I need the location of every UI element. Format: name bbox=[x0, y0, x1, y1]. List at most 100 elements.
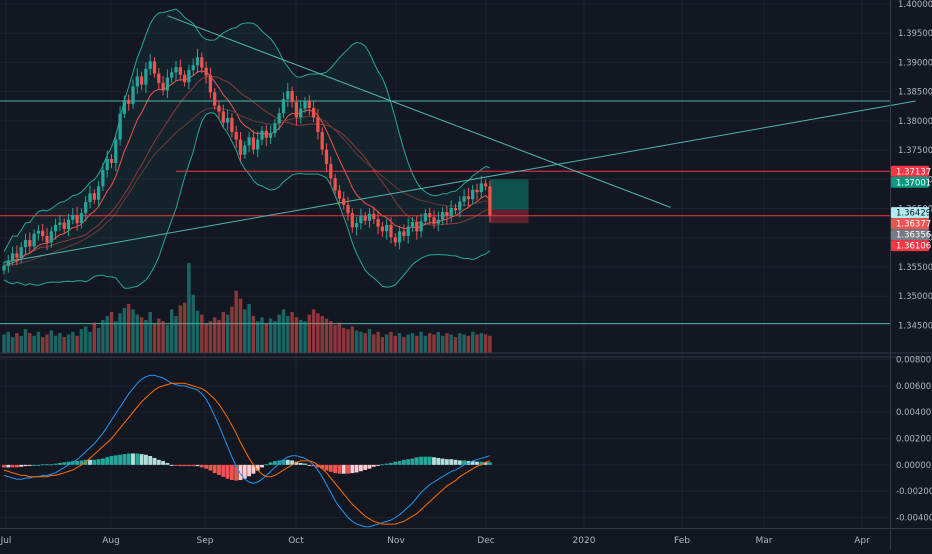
candle-body bbox=[303, 101, 307, 109]
candle-body bbox=[410, 221, 415, 227]
volume-bar bbox=[174, 315, 178, 353]
macd-histogram-bar bbox=[199, 464, 204, 468]
macd-histogram-bar bbox=[449, 459, 454, 465]
candle-body bbox=[462, 196, 466, 202]
volume-bar bbox=[402, 337, 406, 353]
volume-bar bbox=[436, 331, 441, 353]
macd-histogram-bar bbox=[62, 462, 67, 465]
volume-bar bbox=[161, 321, 165, 353]
macd-histogram-bar bbox=[285, 459, 290, 465]
volume-bar bbox=[440, 335, 445, 353]
volume-bar bbox=[410, 333, 415, 353]
volume-bar bbox=[23, 329, 28, 353]
volume-bar bbox=[6, 331, 11, 353]
candle-body bbox=[432, 217, 436, 224]
candle-body bbox=[423, 213, 428, 222]
candle-body bbox=[84, 202, 88, 214]
x-axis-label: Feb bbox=[674, 536, 690, 546]
candle-body bbox=[157, 73, 161, 83]
trendline bbox=[3, 100, 916, 263]
volume-bar bbox=[49, 330, 54, 353]
candle-body bbox=[389, 224, 393, 238]
price-tag bbox=[891, 165, 929, 177]
macd-histogram-bar bbox=[19, 464, 24, 467]
volume-bar bbox=[281, 309, 286, 353]
candle-body bbox=[342, 198, 346, 206]
macd-histogram-bar bbox=[487, 462, 492, 465]
volume-bar bbox=[423, 335, 428, 353]
candle-body bbox=[458, 201, 462, 211]
candle-body bbox=[114, 139, 118, 163]
candle-body bbox=[10, 253, 15, 261]
macd-histogram-bar bbox=[234, 464, 239, 481]
candle-body bbox=[152, 61, 157, 74]
price-tick-label: 1.34500 bbox=[898, 321, 932, 331]
volume-bar bbox=[389, 331, 393, 353]
volume-bar bbox=[212, 317, 217, 353]
volume-bar bbox=[10, 337, 15, 353]
volume-bar bbox=[316, 313, 320, 353]
macd-histogram-bar bbox=[2, 464, 6, 468]
candle-body bbox=[449, 207, 453, 217]
macd-histogram-bar bbox=[290, 460, 295, 465]
macd-histogram-bar bbox=[255, 464, 260, 471]
macd-histogram-bar bbox=[298, 462, 303, 465]
macd-histogram-bar bbox=[367, 464, 372, 469]
volume-bar bbox=[298, 319, 303, 353]
volume-bar bbox=[58, 333, 62, 353]
volume-bar bbox=[40, 337, 45, 353]
volume-bar bbox=[178, 305, 183, 353]
candle-body bbox=[234, 131, 238, 140]
candle-body bbox=[333, 178, 337, 191]
volume-bar bbox=[135, 314, 140, 353]
macd-histogram-bar bbox=[221, 464, 226, 477]
macd-histogram-bar bbox=[66, 461, 71, 465]
macd-histogram-bar bbox=[436, 457, 441, 465]
candle-body bbox=[170, 72, 174, 78]
candle-body bbox=[182, 74, 187, 83]
macd-histogram-bar bbox=[346, 464, 350, 474]
x-axis-label: Sep bbox=[197, 536, 214, 546]
macd-histogram-bar bbox=[14, 464, 19, 468]
bollinger-basis-line bbox=[3, 75, 491, 267]
candle-body bbox=[354, 223, 359, 228]
volume-bar bbox=[88, 331, 92, 353]
candle-body bbox=[372, 213, 376, 220]
volume-bar bbox=[427, 333, 432, 353]
volume-bar bbox=[187, 263, 191, 353]
volume-bar bbox=[19, 335, 23, 353]
trendline bbox=[167, 15, 671, 208]
candle-body bbox=[453, 207, 458, 211]
macd-tick-label: -0.00200 bbox=[896, 487, 932, 497]
volume-bar bbox=[234, 290, 238, 353]
candle-body bbox=[101, 169, 105, 187]
volume-bar bbox=[191, 294, 195, 353]
volume-bar bbox=[488, 335, 492, 353]
macd-signal-line bbox=[3, 382, 491, 525]
bollinger-upper-line bbox=[3, 8, 491, 253]
volume-bar bbox=[445, 333, 449, 353]
volume-bar bbox=[329, 321, 333, 353]
volume-bar bbox=[101, 319, 105, 353]
volume-bar bbox=[15, 333, 19, 353]
macd-histogram-bar bbox=[341, 464, 346, 474]
price-tick-label: 1.40000 bbox=[898, 0, 932, 10]
macd-histogram-bar bbox=[427, 456, 432, 465]
volume-bar bbox=[148, 311, 152, 353]
macd-histogram-bar bbox=[10, 464, 15, 468]
macd-tick-label: 0.00000 bbox=[896, 461, 931, 471]
candle-body bbox=[243, 145, 247, 155]
macd-histogram-bar bbox=[49, 464, 54, 466]
volume-bar bbox=[105, 315, 109, 353]
macd-histogram-bar bbox=[32, 464, 37, 466]
macd-histogram-bar bbox=[281, 459, 286, 465]
macd-histogram-bar bbox=[432, 457, 436, 465]
macd-histogram-bar bbox=[139, 454, 144, 465]
volume-bar bbox=[195, 310, 200, 353]
volume-bar bbox=[320, 315, 324, 353]
volume-bar bbox=[66, 334, 71, 353]
volume-bar bbox=[341, 327, 346, 353]
price-tick-label: 1.38500 bbox=[898, 88, 932, 98]
